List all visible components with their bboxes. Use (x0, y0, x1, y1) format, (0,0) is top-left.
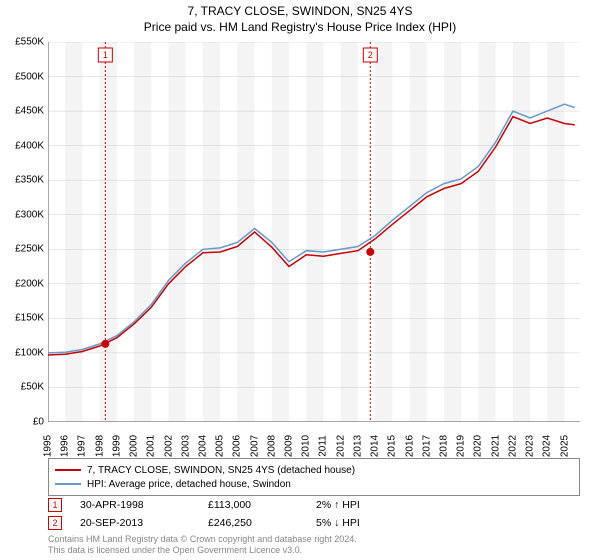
x-tick-label: 2003 (180, 435, 191, 457)
x-tick-label: 2018 (438, 435, 449, 457)
x-tick-label: 2022 (507, 435, 518, 457)
chart-band (169, 42, 186, 422)
chart-band (65, 42, 82, 422)
x-tick-label: 2014 (370, 435, 381, 457)
x-tick-label: 1999 (111, 435, 122, 457)
sale-row: 2 20-SEP-2013 £246,250 5% ↓ HPI (48, 514, 580, 532)
chart-band (410, 42, 427, 422)
x-tick-label: 2005 (215, 435, 226, 457)
sale-row-price: £113,000 (208, 499, 298, 511)
legend-box: 7, TRACY CLOSE, SWINDON, SN25 4YS (detac… (48, 458, 580, 496)
license-text: Contains HM Land Registry data © Crown c… (48, 534, 357, 556)
x-tick-label: 2017 (421, 435, 432, 457)
y-tick-label: £0 (33, 417, 44, 428)
sale-rows: 1 30-APR-1998 £113,000 2% ↑ HPI 2 20-SEP-2013… (48, 496, 580, 532)
x-tick-label: 2011 (318, 435, 329, 457)
chart-svg: 12 (48, 42, 580, 422)
y-axis-labels: £0£50K£100K£150K£200K£250K£300K£350K£400… (0, 42, 46, 422)
x-tick-label: 2002 (163, 435, 174, 457)
legend-label: HPI: Average price, detached house, Swin… (87, 479, 291, 490)
sale-marker-number: 2 (368, 50, 373, 60)
sale-row: 1 30-APR-1998 £113,000 2% ↑ HPI (48, 496, 580, 514)
x-tick-label: 2021 (490, 435, 501, 457)
x-axis-labels: 1995199619971998199920002001200220032004… (48, 424, 580, 454)
y-tick-label: £400K (15, 140, 44, 151)
x-tick-label: 2007 (249, 435, 260, 457)
x-tick-label: 2013 (352, 435, 363, 457)
x-tick-label: 2001 (146, 435, 157, 457)
x-tick-label: 2008 (266, 435, 277, 457)
chart-band (306, 42, 323, 422)
x-tick-label: 2004 (197, 435, 208, 457)
chart-title: 7, TRACY CLOSE, SWINDON, SN25 4YS (0, 4, 600, 18)
sale-row-date: 20-SEP-2013 (80, 517, 190, 529)
y-tick-label: £500K (15, 71, 44, 82)
x-tick-label: 1996 (60, 435, 71, 457)
y-tick-label: £100K (15, 347, 44, 358)
x-tick-label: 2009 (284, 435, 295, 457)
x-tick-label: 2006 (232, 435, 243, 457)
title-block: 7, TRACY CLOSE, SWINDON, SN25 4YS Price … (0, 0, 600, 34)
sale-row-price: £246,250 (208, 517, 298, 529)
sale-row-marker: 2 (48, 516, 62, 530)
chart-band (203, 42, 220, 422)
sale-dot (366, 248, 374, 256)
chart-band (547, 42, 564, 422)
chart-area: 12 (48, 42, 580, 422)
legend-swatch (55, 483, 81, 485)
sale-row-diff: 2% ↑ HPI (316, 499, 396, 511)
chart-band (134, 42, 151, 422)
x-tick-label: 2019 (456, 435, 467, 457)
chart-band (237, 42, 254, 422)
y-tick-label: £300K (15, 209, 44, 220)
y-tick-label: £150K (15, 313, 44, 324)
chart-band (444, 42, 461, 422)
license-line1: Contains HM Land Registry data © Crown c… (48, 534, 357, 545)
x-tick-label: 2024 (542, 435, 553, 457)
y-tick-label: £550K (15, 37, 44, 48)
legend-row: HPI: Average price, detached house, Swin… (55, 477, 573, 491)
x-tick-label: 1995 (43, 435, 54, 457)
sale-marker-number: 1 (103, 50, 108, 60)
x-tick-label: 1998 (94, 435, 105, 457)
chart-band (272, 42, 289, 422)
license-line2: This data is licensed under the Open Gov… (48, 545, 357, 556)
sale-row-date: 30-APR-1998 (80, 499, 190, 511)
y-tick-label: £50K (21, 382, 44, 393)
x-tick-label: 2025 (559, 435, 570, 457)
y-tick-label: £250K (15, 244, 44, 255)
page-container: 7, TRACY CLOSE, SWINDON, SN25 4YS Price … (0, 0, 600, 560)
chart-subtitle: Price paid vs. HM Land Registry's House … (0, 20, 600, 34)
chart-band (100, 42, 117, 422)
x-tick-label: 2020 (473, 435, 484, 457)
legend-swatch (55, 469, 81, 471)
x-tick-label: 1997 (77, 435, 88, 457)
sale-row-diff: 5% ↓ HPI (316, 517, 396, 529)
x-tick-label: 2015 (387, 435, 398, 457)
sale-dot (101, 340, 109, 348)
x-tick-label: 2023 (525, 435, 536, 457)
y-tick-label: £450K (15, 106, 44, 117)
x-tick-label: 2000 (129, 435, 140, 457)
sale-row-marker: 1 (48, 498, 62, 512)
y-tick-label: £200K (15, 278, 44, 289)
y-tick-label: £350K (15, 175, 44, 186)
chart-band (341, 42, 358, 422)
x-tick-label: 2012 (335, 435, 346, 457)
x-tick-label: 2016 (404, 435, 415, 457)
legend-label: 7, TRACY CLOSE, SWINDON, SN25 4YS (detac… (87, 465, 355, 476)
chart-band (478, 42, 495, 422)
legend-row: 7, TRACY CLOSE, SWINDON, SN25 4YS (detac… (55, 463, 573, 477)
x-tick-label: 2010 (301, 435, 312, 457)
chart-band (513, 42, 530, 422)
